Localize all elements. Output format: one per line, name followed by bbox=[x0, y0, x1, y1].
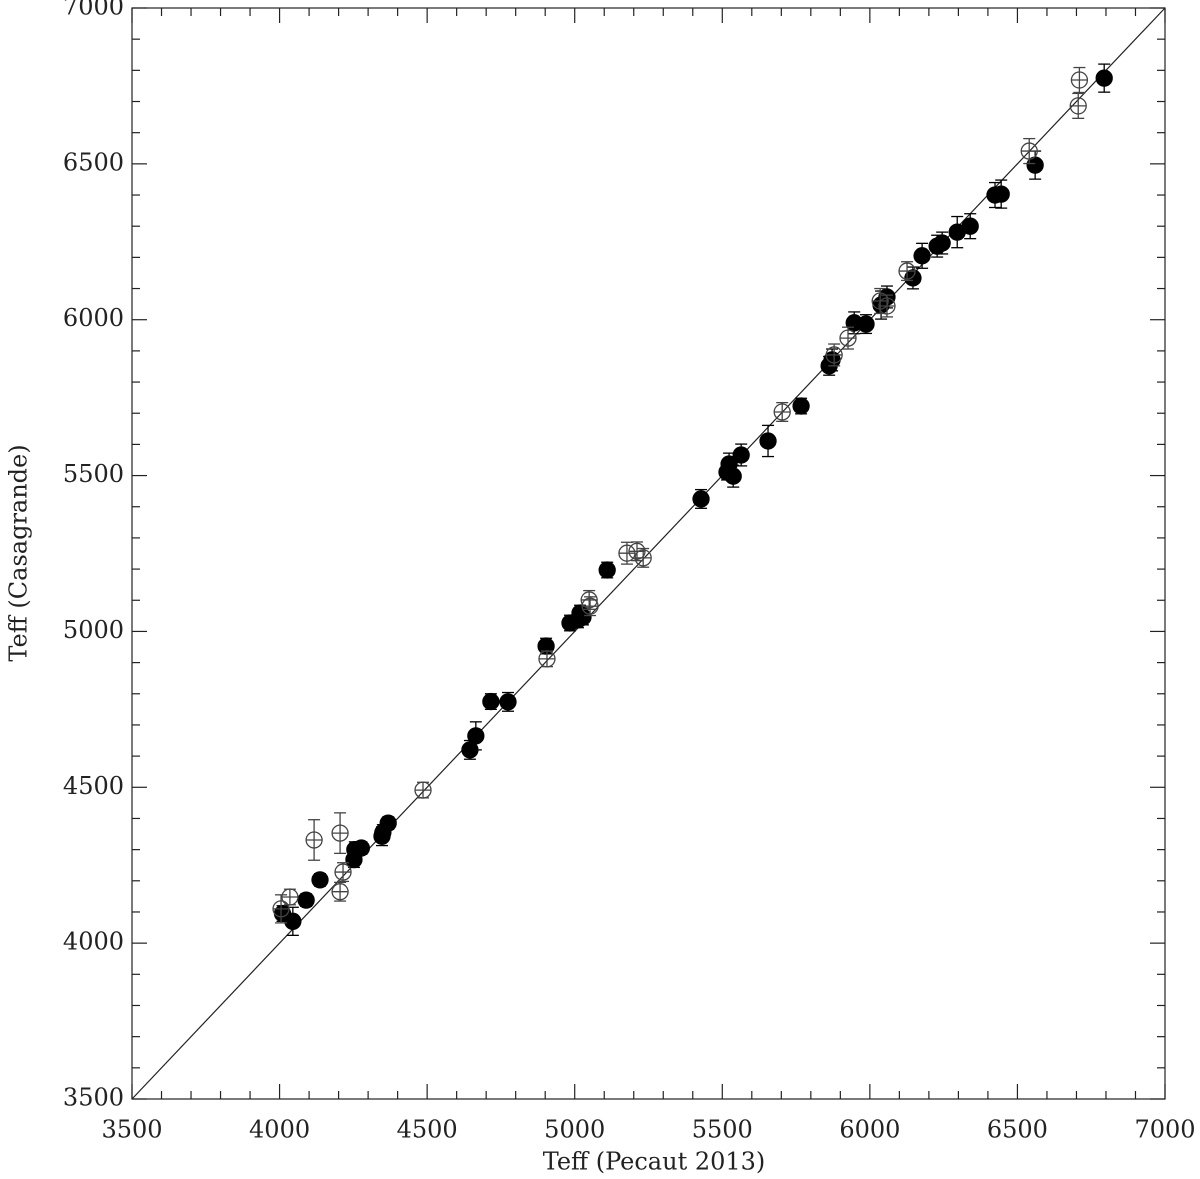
point bbox=[537, 637, 555, 655]
point bbox=[634, 549, 652, 567]
point bbox=[305, 831, 323, 849]
point bbox=[904, 269, 922, 287]
point bbox=[284, 912, 302, 930]
point bbox=[961, 217, 979, 235]
point bbox=[272, 900, 290, 918]
point bbox=[878, 297, 896, 315]
error-bar bbox=[335, 862, 352, 883]
point bbox=[581, 597, 599, 615]
point bbox=[331, 824, 349, 842]
y-tick-label: 6000 bbox=[63, 304, 124, 332]
point bbox=[598, 561, 616, 579]
error-bar bbox=[332, 881, 349, 902]
point bbox=[379, 814, 397, 832]
point bbox=[331, 883, 349, 901]
point bbox=[499, 693, 517, 711]
point bbox=[1070, 71, 1089, 89]
plot-frame bbox=[131, 7, 1166, 1100]
error-bar bbox=[635, 547, 652, 568]
error-bar bbox=[306, 819, 323, 861]
error-bar bbox=[774, 401, 791, 422]
point bbox=[992, 185, 1010, 203]
y-tick-label: 5000 bbox=[63, 616, 124, 644]
point bbox=[482, 692, 500, 711]
point bbox=[732, 446, 750, 464]
x-axis-title: Teff (Pecaut 2013) bbox=[543, 1148, 766, 1176]
point bbox=[618, 544, 636, 562]
point bbox=[414, 781, 432, 799]
point bbox=[759, 432, 777, 450]
point bbox=[898, 262, 916, 280]
point bbox=[724, 467, 742, 485]
error-bar bbox=[840, 326, 857, 350]
x-tick-label: 4000 bbox=[249, 1116, 310, 1144]
x-tick-label: 7000 bbox=[1134, 1116, 1195, 1144]
point bbox=[1020, 142, 1038, 160]
point bbox=[857, 315, 875, 333]
y-tick-label: 3500 bbox=[63, 1084, 124, 1112]
point bbox=[574, 608, 592, 626]
point bbox=[467, 727, 485, 745]
x-tick-label: 5500 bbox=[692, 1116, 753, 1144]
point bbox=[839, 329, 857, 347]
point bbox=[825, 346, 843, 364]
point bbox=[628, 542, 646, 560]
error-bar bbox=[618, 541, 635, 565]
point bbox=[334, 863, 352, 881]
error-bar bbox=[1070, 92, 1087, 119]
y-tick-label: 4500 bbox=[63, 772, 124, 800]
point bbox=[692, 490, 710, 508]
point bbox=[773, 403, 791, 421]
point bbox=[1069, 97, 1087, 115]
point bbox=[580, 591, 598, 609]
y-tick-label: 6500 bbox=[63, 148, 124, 176]
error-bar bbox=[826, 343, 843, 367]
point bbox=[1095, 69, 1113, 87]
y-tick-label: 5500 bbox=[63, 460, 124, 488]
error-bar bbox=[332, 812, 349, 855]
point bbox=[913, 247, 931, 265]
point bbox=[792, 397, 810, 415]
error-bar bbox=[273, 894, 290, 924]
point bbox=[538, 650, 556, 668]
error-bar bbox=[1071, 66, 1088, 94]
x-tick-label: 6500 bbox=[987, 1116, 1048, 1144]
error-bar bbox=[582, 596, 599, 617]
x-tick-label: 4500 bbox=[397, 1116, 458, 1144]
error-bar bbox=[899, 261, 916, 282]
x-tick-label: 3500 bbox=[101, 1116, 162, 1144]
point bbox=[281, 888, 299, 906]
point bbox=[297, 891, 315, 909]
y-axis-title: Teff (Casagrande) bbox=[5, 444, 33, 661]
x-tick-label: 5000 bbox=[544, 1116, 605, 1144]
point bbox=[311, 871, 329, 889]
x-tick-label: 6000 bbox=[839, 1116, 900, 1144]
error-bar bbox=[878, 294, 895, 318]
point bbox=[352, 839, 370, 857]
y-tick-label: 4000 bbox=[63, 928, 124, 956]
point bbox=[933, 234, 951, 252]
y-tick-label: 7000 bbox=[63, 0, 124, 21]
